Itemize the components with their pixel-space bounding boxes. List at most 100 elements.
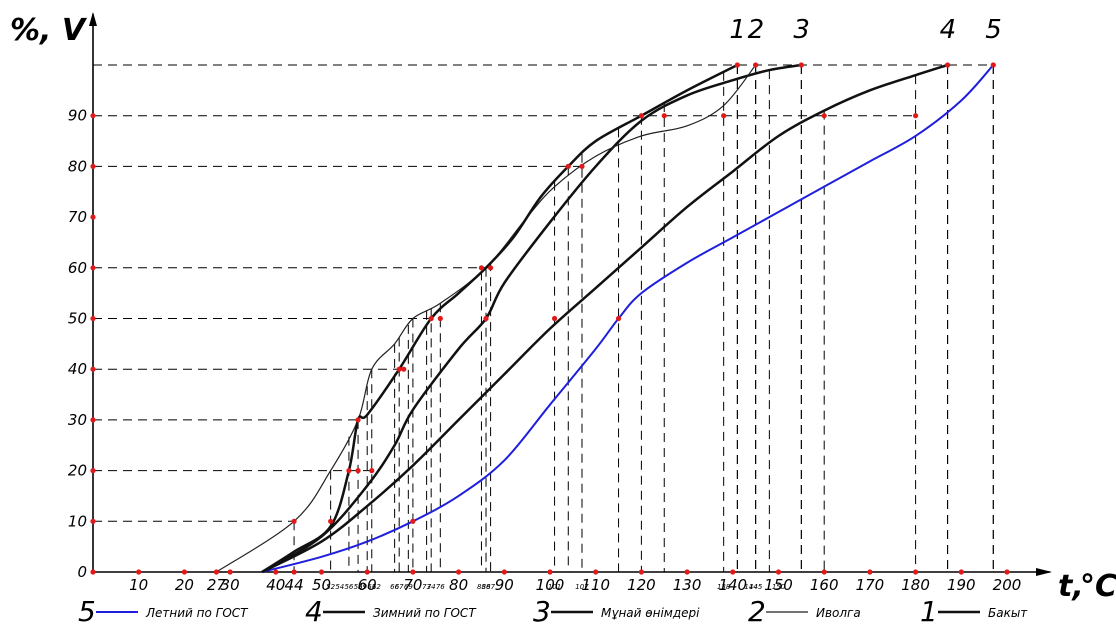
x-tick-label: 60 xyxy=(358,576,377,594)
y-tick-label: 70 xyxy=(68,208,87,226)
series-line-1 xyxy=(261,63,738,574)
x-minor-label: 86 xyxy=(482,583,491,591)
x-tick-dot xyxy=(547,569,553,575)
x-tick-dot xyxy=(291,569,297,575)
data-point-dot xyxy=(355,468,361,474)
x-tick-label: 160 xyxy=(810,576,839,594)
data-point-dot xyxy=(638,113,645,119)
x-axis-title: t, xyxy=(1058,569,1084,604)
x-minor-label: 85 xyxy=(477,583,486,591)
data-point-dot xyxy=(478,265,485,271)
x-tick-label: 20 xyxy=(175,576,194,594)
x-minor-label: 145 xyxy=(749,583,763,591)
y-tick-dot xyxy=(90,214,96,220)
x-tick-dot xyxy=(638,569,645,575)
data-point-dot xyxy=(396,366,402,372)
x-tick-dot xyxy=(273,569,279,575)
y-axis-arrow xyxy=(89,12,97,26)
data-point-dot xyxy=(437,315,443,322)
x-tick-dot xyxy=(364,569,370,575)
x-tick-label: 130 xyxy=(673,576,702,594)
data-point-dot xyxy=(355,417,361,423)
x-tick-dot xyxy=(958,569,964,575)
x-tick-label: 200 xyxy=(993,576,1022,594)
x-tick-label: 50 xyxy=(312,576,331,594)
legend-label-4: Зимний по ГОСТ xyxy=(373,606,477,620)
x-tick-dot xyxy=(213,569,219,575)
x-minor-label: 87 xyxy=(486,583,495,591)
x-tick-dot xyxy=(501,569,507,575)
y-tick-dot xyxy=(90,163,96,169)
x-tick-label: 27 xyxy=(207,576,227,594)
legend-number-5: 5 xyxy=(78,595,96,628)
x-minor-label: 69 xyxy=(404,583,413,591)
vertical-drop-lines xyxy=(293,65,994,572)
legend-label-1: Бакыт xyxy=(988,606,1028,620)
curve-number-3: 3 xyxy=(793,15,810,45)
y-tick-label: 40 xyxy=(68,360,87,378)
data-point-dot xyxy=(615,315,622,322)
legend-number-4: 4 xyxy=(305,595,323,628)
curve-numbers: 54 321 xyxy=(729,15,1001,45)
reference-lines xyxy=(93,64,994,522)
x-tick-label: 180 xyxy=(901,576,930,594)
y-tick-dot xyxy=(90,113,96,119)
x-tick-dot xyxy=(730,569,736,575)
y-tick-dot xyxy=(90,366,96,372)
data-point-dot xyxy=(328,518,334,524)
y-tick-label: 30 xyxy=(68,411,87,429)
x-tick-label: 40 xyxy=(266,576,285,594)
y-tick-label: 0 xyxy=(77,563,87,581)
x-minor-label: 150 xyxy=(772,583,786,591)
legend: 5 Летний по ГОСТ 4 Зимний по ГОСТ 3 Мұнай өні… xyxy=(78,595,1028,628)
series-line-4 xyxy=(261,63,948,574)
x-tick-dot xyxy=(227,569,233,575)
data-point-dot xyxy=(401,366,407,372)
axes: %, V t,°C xyxy=(10,12,1116,604)
legend-number-1: 1 xyxy=(920,595,938,628)
x-minor-label: 54 xyxy=(335,583,344,591)
tick-dots xyxy=(90,62,1010,575)
data-point-dot xyxy=(551,315,558,322)
x-minor-label: 138 xyxy=(717,583,731,591)
x-axis-arrow xyxy=(1036,568,1052,576)
data-point-dot xyxy=(291,518,297,524)
y-tick-label: 50 xyxy=(68,310,87,328)
x-tick-label: 70 xyxy=(403,576,422,594)
x-tick-dot xyxy=(593,569,599,575)
data-point-dot xyxy=(661,113,667,119)
x-tick-label: 100 xyxy=(536,576,565,594)
x-minor-label: 58 xyxy=(354,583,363,591)
legend-number-2: 2 xyxy=(748,595,766,628)
data-point-dot xyxy=(821,113,827,119)
legend-label-3: Мұнай өнімдері xyxy=(601,606,700,620)
legend-label-5: Летний по ГОСТ xyxy=(145,606,249,620)
y-tick-label: 10 xyxy=(68,512,87,530)
series-end-dot-5 xyxy=(990,62,996,68)
series-end-dot-1 xyxy=(734,62,740,68)
y-tick-label: 80 xyxy=(68,157,87,175)
y-tick-dot xyxy=(90,315,96,322)
x-minor-label: 59 xyxy=(358,583,367,591)
x-tick-label: 150 xyxy=(764,576,793,594)
x-axis-unit: °C xyxy=(1080,569,1116,604)
y-tick-dot xyxy=(90,468,96,474)
series-end-dot-4 xyxy=(944,62,951,68)
x-minor-label: 74 xyxy=(427,583,436,591)
x-minor-label: 73 xyxy=(422,583,431,591)
x-tick-label: 80 xyxy=(449,576,468,594)
x-tick-label: 120 xyxy=(627,576,656,594)
x-tick-dot xyxy=(684,569,690,575)
y-tick-dot xyxy=(90,265,96,271)
y-tick-label: 90 xyxy=(68,107,87,125)
y-tick-dot xyxy=(90,569,96,575)
legend-label-2: Иволга xyxy=(816,606,861,620)
x-minor-label: 61 xyxy=(367,583,376,591)
data-point-dot xyxy=(913,113,919,119)
x-tick-label: 44 xyxy=(285,576,304,594)
x-tick-label: 30 xyxy=(221,576,240,594)
x-minor-label: 66 xyxy=(390,583,399,591)
x-tick-dot xyxy=(821,569,827,575)
legend-number-3: 3 xyxy=(533,595,551,628)
